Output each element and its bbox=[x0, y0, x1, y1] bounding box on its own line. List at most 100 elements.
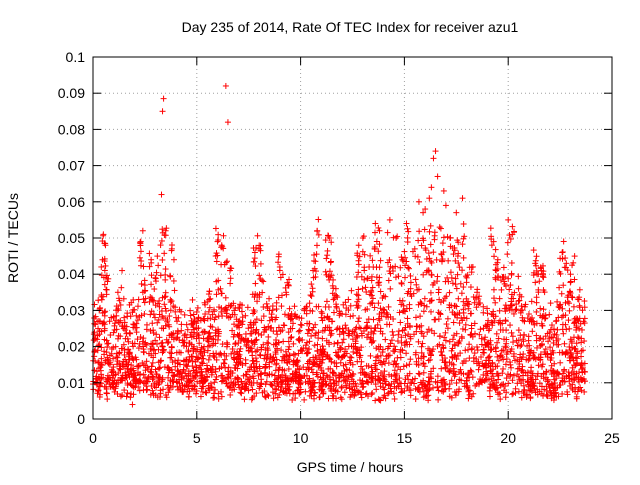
data-point bbox=[292, 313, 299, 320]
data-point bbox=[415, 198, 422, 205]
data-point bbox=[360, 328, 367, 335]
y-tick-label: 0.01 bbox=[58, 375, 85, 391]
data-point bbox=[423, 255, 430, 262]
data-point bbox=[452, 275, 459, 282]
data-point bbox=[540, 306, 547, 313]
data-point bbox=[156, 334, 163, 341]
data-point bbox=[571, 253, 578, 260]
data-point bbox=[390, 234, 397, 241]
data-point bbox=[576, 286, 583, 293]
data-point bbox=[218, 378, 225, 385]
data-point bbox=[134, 303, 141, 310]
data-point bbox=[172, 363, 179, 370]
data-point bbox=[112, 343, 119, 350]
data-point bbox=[397, 348, 404, 355]
data-point bbox=[377, 305, 384, 312]
data-point bbox=[420, 209, 427, 216]
data-point bbox=[174, 318, 181, 325]
data-point bbox=[265, 323, 272, 330]
data-point bbox=[134, 317, 141, 324]
data-point bbox=[403, 350, 410, 357]
data-point bbox=[446, 338, 453, 345]
data-point bbox=[397, 319, 404, 326]
data-point bbox=[212, 376, 219, 383]
data-point bbox=[495, 391, 502, 398]
data-point bbox=[273, 299, 280, 306]
data-point bbox=[429, 281, 436, 288]
x-tick-label: 15 bbox=[397, 430, 413, 446]
data-point bbox=[497, 396, 504, 403]
data-point bbox=[426, 228, 433, 235]
data-point bbox=[210, 306, 217, 313]
points-layer bbox=[90, 82, 589, 408]
data-point bbox=[313, 251, 320, 258]
data-point bbox=[373, 354, 380, 361]
data-point bbox=[402, 254, 409, 261]
data-point bbox=[242, 356, 249, 363]
data-point bbox=[158, 340, 165, 347]
data-point bbox=[400, 363, 407, 370]
data-point bbox=[430, 365, 437, 372]
data-point bbox=[152, 337, 159, 344]
data-point bbox=[371, 245, 378, 252]
data-point bbox=[146, 263, 153, 270]
data-point bbox=[177, 384, 184, 391]
data-point bbox=[408, 293, 415, 300]
y-tick-label: 0.03 bbox=[58, 302, 85, 318]
data-point bbox=[285, 338, 292, 345]
data-point bbox=[420, 369, 427, 376]
data-point bbox=[428, 184, 435, 191]
data-point bbox=[121, 314, 128, 321]
data-point bbox=[311, 265, 318, 272]
data-point bbox=[546, 335, 553, 342]
data-point bbox=[136, 387, 143, 394]
data-point bbox=[501, 278, 508, 285]
data-point bbox=[444, 233, 451, 240]
data-point bbox=[139, 227, 146, 234]
data-point bbox=[328, 330, 335, 337]
data-point bbox=[125, 338, 132, 345]
data-point bbox=[554, 298, 561, 305]
data-point bbox=[322, 237, 329, 244]
data-point bbox=[268, 381, 275, 388]
data-point bbox=[402, 332, 409, 339]
data-point bbox=[515, 327, 522, 334]
data-point bbox=[212, 386, 219, 393]
data-point bbox=[111, 320, 118, 327]
data-point bbox=[538, 342, 545, 349]
data-point bbox=[145, 373, 152, 380]
data-point bbox=[341, 389, 348, 396]
data-point bbox=[455, 340, 462, 347]
data-point bbox=[391, 395, 398, 402]
y-tick-label: 0.1 bbox=[66, 49, 86, 65]
data-point bbox=[154, 253, 161, 260]
data-point bbox=[209, 363, 216, 370]
data-point bbox=[492, 299, 499, 306]
data-point bbox=[463, 279, 470, 286]
data-point bbox=[140, 335, 147, 342]
data-point bbox=[152, 350, 159, 357]
data-point bbox=[447, 269, 454, 276]
data-point bbox=[249, 352, 256, 359]
data-point bbox=[550, 339, 557, 346]
data-point bbox=[440, 297, 447, 304]
data-point bbox=[434, 173, 441, 180]
data-point bbox=[268, 371, 275, 378]
data-point bbox=[175, 314, 182, 321]
x-tick-label: 5 bbox=[193, 430, 201, 446]
y-axis-label: ROTI / TECUs bbox=[5, 193, 21, 283]
data-point bbox=[386, 256, 393, 263]
chart-title: Day 235 of 2014, Rate Of TEC Index for r… bbox=[182, 19, 519, 35]
data-point bbox=[404, 384, 411, 391]
data-point bbox=[192, 383, 199, 390]
data-point bbox=[120, 341, 127, 348]
data-point bbox=[556, 284, 563, 291]
data-point bbox=[117, 301, 124, 308]
data-point bbox=[428, 368, 435, 375]
data-point bbox=[488, 319, 495, 326]
data-point bbox=[427, 222, 434, 229]
data-point bbox=[434, 373, 441, 380]
data-point bbox=[470, 390, 477, 397]
data-point bbox=[266, 317, 273, 324]
